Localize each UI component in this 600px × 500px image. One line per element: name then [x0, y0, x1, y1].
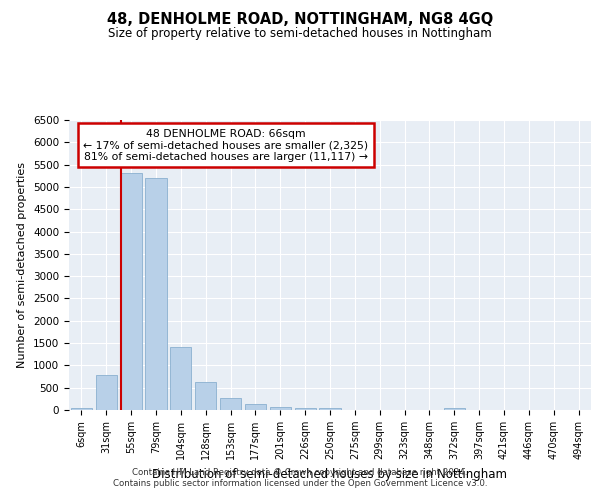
Text: 48, DENHOLME ROAD, NOTTINGHAM, NG8 4GQ: 48, DENHOLME ROAD, NOTTINGHAM, NG8 4GQ — [107, 12, 493, 28]
Bar — [319, 408, 341, 410]
Y-axis label: Number of semi-detached properties: Number of semi-detached properties — [17, 162, 28, 368]
Bar — [220, 398, 241, 410]
Bar — [71, 408, 92, 410]
X-axis label: Distribution of semi-detached houses by size in Nottingham: Distribution of semi-detached houses by … — [152, 468, 508, 480]
Bar — [121, 173, 142, 410]
Bar — [96, 375, 117, 410]
Bar — [195, 382, 216, 410]
Bar — [145, 178, 167, 410]
Bar — [170, 346, 191, 410]
Bar — [245, 404, 266, 410]
Bar — [295, 408, 316, 410]
Text: Contains HM Land Registry data © Crown copyright and database right 2024.
Contai: Contains HM Land Registry data © Crown c… — [113, 468, 487, 487]
Text: Size of property relative to semi-detached houses in Nottingham: Size of property relative to semi-detach… — [108, 28, 492, 40]
Bar — [270, 406, 291, 410]
Text: 48 DENHOLME ROAD: 66sqm
← 17% of semi-detached houses are smaller (2,325)
81% of: 48 DENHOLME ROAD: 66sqm ← 17% of semi-de… — [83, 128, 368, 162]
Bar — [444, 408, 465, 410]
